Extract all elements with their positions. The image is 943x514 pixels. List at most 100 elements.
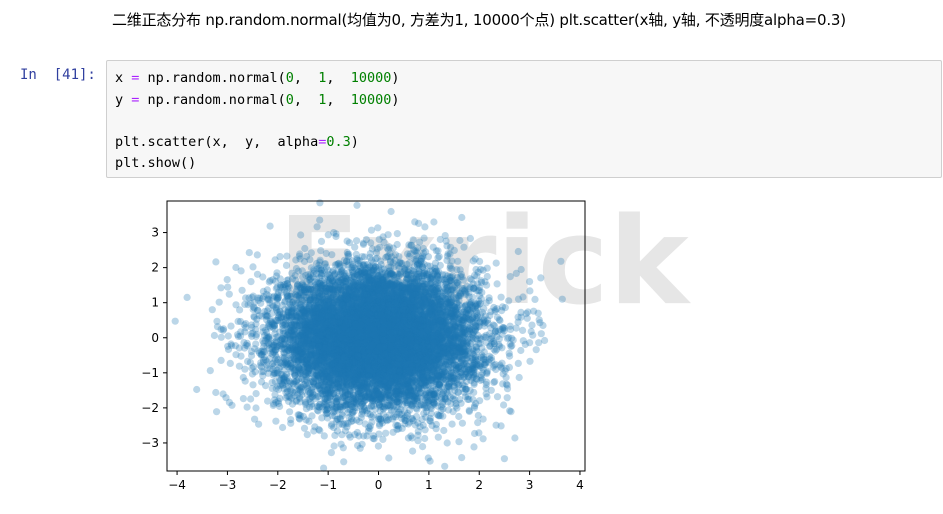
scatter-point (293, 313, 301, 321)
scatter-point (255, 420, 263, 428)
scatter-point (441, 289, 449, 297)
scatter-point (297, 327, 305, 335)
code-token: 10000 (350, 70, 392, 86)
scatter-point (352, 373, 360, 382)
scatter-point (396, 318, 404, 327)
scatter-point (248, 370, 256, 378)
scatter-point (360, 351, 368, 359)
scatter-point (456, 289, 465, 297)
scatter-point (318, 403, 327, 411)
code-token: , (293, 70, 319, 86)
code-line: x = np.random.normal(0, 1, 10000) (115, 69, 400, 87)
scatter-point (449, 326, 457, 334)
scatter-point (378, 326, 386, 334)
scatter-point (315, 332, 323, 340)
scatter-point (433, 271, 441, 279)
scatter-point (375, 315, 383, 323)
scatter-point (420, 249, 428, 257)
scatter-point (402, 358, 410, 366)
scatter-point (330, 270, 339, 278)
scatter-point (330, 376, 339, 384)
scatter-point (348, 307, 357, 315)
scatter-point (287, 344, 295, 352)
scatter-point (393, 320, 402, 329)
scatter-point (445, 321, 454, 329)
scatter-point (421, 334, 429, 342)
scatter-point (378, 290, 386, 298)
code-line: plt.scatter(x, y, alpha=0.3) (115, 133, 359, 151)
scatter-point (362, 322, 370, 331)
scatter-point (526, 287, 534, 295)
code-token: = (318, 134, 327, 150)
scatter-point (381, 308, 389, 316)
scatter-point (423, 330, 431, 338)
scatter-point (217, 333, 225, 341)
scatter-point (405, 252, 413, 260)
scatter-point (356, 353, 364, 361)
scatter-point (171, 317, 179, 325)
code-token: y (115, 92, 132, 108)
scatter-point (352, 337, 360, 345)
scatter-point (373, 372, 381, 380)
scatter-point (352, 347, 360, 355)
scatter-point (363, 358, 371, 366)
scatter-point (395, 280, 403, 289)
scatter-point (483, 281, 491, 289)
scatter-point (392, 352, 400, 360)
scatter-point (411, 395, 419, 403)
scatter-point (316, 351, 325, 359)
scatter-point (460, 326, 468, 334)
scatter-point (384, 339, 392, 347)
scatter-point (347, 346, 355, 354)
scatter-point (247, 278, 255, 286)
scatter-point (388, 364, 396, 372)
scatter-point (347, 283, 355, 291)
scatter-point (358, 312, 366, 320)
scatter-point (367, 239, 375, 247)
scatter-point (390, 354, 398, 362)
scatter-point (412, 334, 420, 343)
scatter-point (399, 288, 407, 296)
scatter-point (385, 454, 393, 462)
scatter-point (390, 376, 399, 384)
scatter-point (300, 283, 308, 291)
scatter-point (372, 312, 380, 320)
scatter-point (282, 261, 291, 269)
scatter-point (286, 299, 294, 307)
scatter-point (338, 337, 346, 345)
scatter-point (399, 340, 407, 348)
scatter-point (304, 316, 312, 324)
scatter-point (324, 389, 332, 397)
scatter-point (375, 302, 383, 310)
scatter-point (243, 403, 251, 411)
code-token: , (326, 92, 351, 108)
scatter-point (336, 332, 344, 340)
scatter-point (371, 329, 379, 337)
scatter-point (380, 388, 388, 396)
scatter-point (296, 415, 304, 423)
scatter-point (298, 383, 306, 391)
scatter-point (337, 334, 345, 342)
scatter-point (421, 434, 429, 443)
scatter-point (445, 331, 453, 339)
code-cell-input[interactable]: x = np.random.normal(0, 1, 10000) y = np.… (106, 60, 942, 178)
scatter-point (404, 309, 412, 317)
scatter-point (278, 335, 287, 343)
scatter-point (308, 357, 316, 365)
scatter-point (333, 377, 341, 385)
scatter-point (386, 332, 394, 340)
scatter-point (388, 358, 396, 366)
scatter-point (390, 318, 398, 326)
scatter-point (446, 303, 455, 311)
scatter-point (342, 359, 350, 367)
scatter-point (450, 377, 458, 385)
scatter-point (435, 284, 443, 292)
scatter-point (300, 325, 308, 333)
scatter-point (384, 356, 392, 364)
scatter-point (374, 333, 382, 341)
scatter-point (351, 328, 360, 336)
scatter-point (497, 293, 505, 301)
scatter-point (292, 321, 300, 330)
scatter-point (445, 339, 453, 348)
scatter-point (399, 287, 407, 295)
